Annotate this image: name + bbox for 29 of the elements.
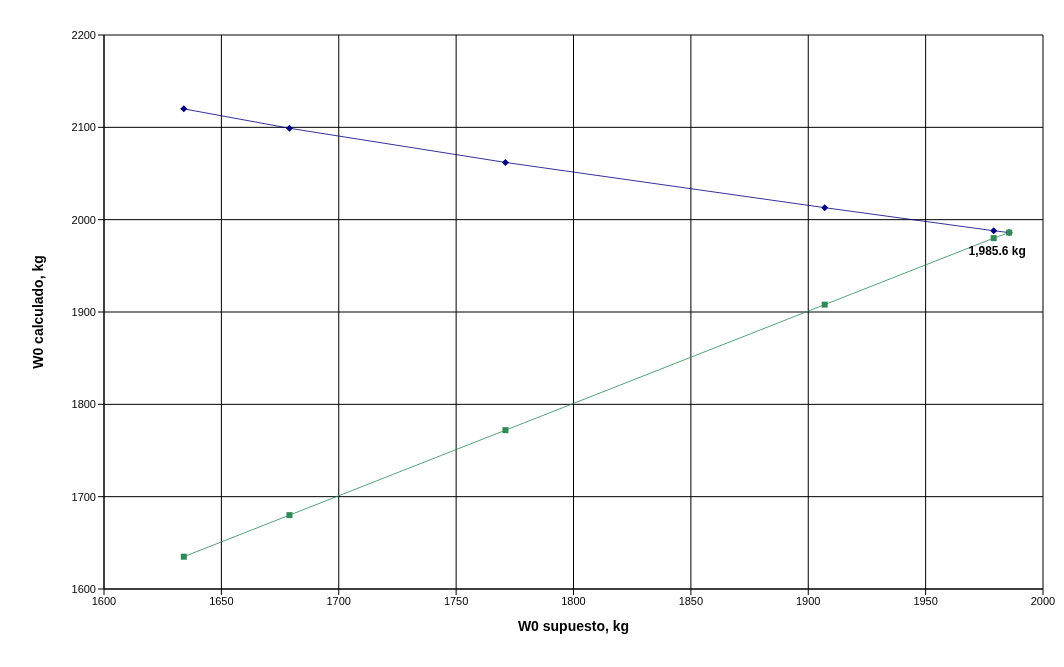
x-tick-label: 1650 bbox=[209, 594, 234, 607]
point bbox=[821, 301, 828, 308]
x-tick-label: 1950 bbox=[913, 594, 938, 607]
point bbox=[286, 512, 293, 519]
point bbox=[180, 105, 188, 113]
point bbox=[501, 158, 509, 166]
x-tick-label: 1750 bbox=[443, 594, 469, 607]
point bbox=[821, 204, 829, 212]
x-axis-title: W0 supuesto, kg bbox=[517, 618, 630, 634]
y-tick-label: 2200 bbox=[71, 28, 96, 41]
x-tick-label: 1800 bbox=[561, 594, 586, 607]
point bbox=[502, 427, 509, 434]
y-tick-label: 1600 bbox=[71, 582, 96, 595]
y-tick-label: 2100 bbox=[71, 121, 96, 134]
y-tick-label: 1700 bbox=[71, 490, 96, 503]
y-tick-label: 1800 bbox=[71, 398, 96, 411]
y-axis-title: W0 calculado, kg bbox=[29, 255, 46, 369]
point bbox=[990, 235, 997, 242]
annotation: 1,985.6 kg bbox=[968, 244, 1026, 259]
x-tick-label: 2000 bbox=[1030, 594, 1056, 607]
x-tick-label: 1900 bbox=[796, 594, 821, 607]
point bbox=[990, 227, 998, 235]
x-tick-label: 1700 bbox=[326, 594, 351, 607]
y-tick-label: 1900 bbox=[71, 305, 96, 318]
x-tick-label: 1600 bbox=[91, 594, 117, 607]
y-tick-label: 2000 bbox=[71, 213, 96, 226]
point bbox=[180, 553, 187, 560]
point bbox=[285, 124, 293, 132]
x-tick-label: 1850 bbox=[678, 594, 704, 607]
